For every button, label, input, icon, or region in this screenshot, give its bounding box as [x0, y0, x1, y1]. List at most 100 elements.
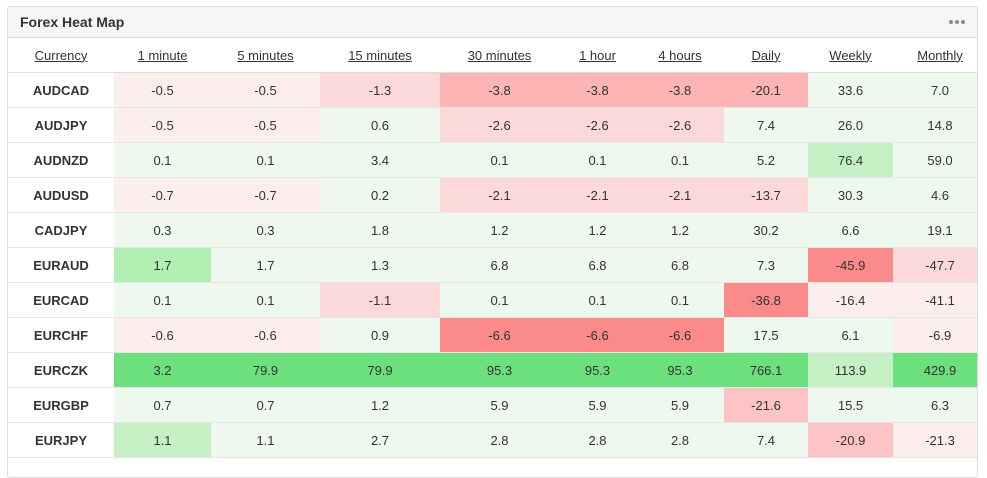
change-value-cell: 7.0: [893, 72, 977, 108]
heat-map-table: Currency 1 minute 5 minutes 15 minutes 3…: [8, 38, 977, 458]
change-value-cell: -0.5: [114, 72, 211, 108]
change-value-cell: 0.1: [211, 142, 320, 178]
column-header-30-minutes[interactable]: 30 minutes: [440, 38, 559, 73]
change-value-cell: -36.8: [724, 282, 808, 318]
table-row[interactable]: EURCAD 0.1 0.1 -1.1 0.1 0.1 0.1 -36.8 -16.4 -41.1: [8, 282, 977, 318]
change-value-cell: 79.9: [320, 352, 440, 388]
change-value-cell: -41.1: [893, 282, 977, 318]
more-dots-icon[interactable]: [947, 16, 967, 28]
change-value-cell: 79.9: [211, 352, 320, 388]
change-value-cell: 1.2: [636, 212, 724, 248]
currency-pair-cell: EURCHF: [8, 317, 114, 353]
column-header-1-minute[interactable]: 1 minute: [114, 38, 211, 73]
change-value-cell: -13.7: [724, 177, 808, 213]
column-header-5-minutes[interactable]: 5 minutes: [211, 38, 320, 73]
change-value-cell: 0.2: [320, 177, 440, 213]
change-value-cell: -3.8: [440, 72, 559, 108]
change-value-cell: 30.3: [808, 177, 893, 213]
change-value-cell: -2.1: [636, 177, 724, 213]
change-value-cell: -6.6: [440, 317, 559, 353]
column-header-currency[interactable]: Currency: [8, 38, 114, 73]
change-value-cell: 5.9: [559, 387, 636, 423]
change-value-cell: 2.8: [559, 422, 636, 458]
change-value-cell: -3.8: [636, 72, 724, 108]
change-value-cell: 1.3: [320, 247, 440, 283]
table-row[interactable]: EURGBP 0.7 0.7 1.2 5.9 5.9 5.9 -21.6 15.5 6.3: [8, 387, 977, 423]
currency-pair-cell: CADJPY: [8, 212, 114, 248]
change-value-cell: 6.8: [636, 247, 724, 283]
change-value-cell: 113.9: [808, 352, 893, 388]
change-value-cell: 766.1: [724, 352, 808, 388]
change-value-cell: 0.1: [636, 282, 724, 318]
heat-map-widget: Forex Heat Map Currency 1 minute 5 minut…: [7, 6, 978, 478]
change-value-cell: 3.4: [320, 142, 440, 178]
change-value-cell: 0.1: [636, 142, 724, 178]
change-value-cell: 1.8: [320, 212, 440, 248]
table-row[interactable]: CADJPY 0.3 0.3 1.8 1.2 1.2 1.2 30.2 6.6 19.1: [8, 212, 977, 248]
column-header-1-hour[interactable]: 1 hour: [559, 38, 636, 73]
change-value-cell: -20.9: [808, 422, 893, 458]
change-value-cell: 4.6: [893, 177, 977, 213]
change-value-cell: 0.6: [320, 107, 440, 143]
widget-title: Forex Heat Map: [20, 14, 125, 30]
change-value-cell: -2.1: [440, 177, 559, 213]
change-value-cell: 0.1: [114, 142, 211, 178]
change-value-cell: 1.2: [440, 212, 559, 248]
change-value-cell: -2.6: [559, 107, 636, 143]
change-value-cell: 76.4: [808, 142, 893, 178]
change-value-cell: 14.8: [893, 107, 977, 143]
change-value-cell: 15.5: [808, 387, 893, 423]
change-value-cell: 5.9: [440, 387, 559, 423]
table-row[interactable]: AUDUSD -0.7 -0.7 0.2 -2.1 -2.1 -2.1 -13.7 30.3 4.…: [8, 177, 977, 213]
change-value-cell: 7.3: [724, 247, 808, 283]
table-row[interactable]: AUDJPY -0.5 -0.5 0.6 -2.6 -2.6 -2.6 7.4 26.0 14.8: [8, 107, 977, 143]
change-value-cell: 6.6: [808, 212, 893, 248]
change-value-cell: 0.1: [559, 142, 636, 178]
currency-pair-cell: AUDCAD: [8, 72, 114, 108]
change-value-cell: 59.0: [893, 142, 977, 178]
change-value-cell: -0.7: [114, 177, 211, 213]
change-value-cell: 0.7: [211, 387, 320, 423]
change-value-cell: -2.6: [636, 107, 724, 143]
currency-pair-cell: EURGBP: [8, 387, 114, 423]
change-value-cell: -21.3: [893, 422, 977, 458]
change-value-cell: 95.3: [636, 352, 724, 388]
table-row[interactable]: EURJPY 1.1 1.1 2.7 2.8 2.8 2.8 7.4 -20.9 -21.3: [8, 422, 977, 458]
change-value-cell: -0.6: [114, 317, 211, 353]
change-value-cell: 1.1: [114, 422, 211, 458]
change-value-cell: -1.1: [320, 282, 440, 318]
change-value-cell: -20.1: [724, 72, 808, 108]
currency-pair-cell: AUDNZD: [8, 142, 114, 178]
column-header-15-minutes[interactable]: 15 minutes: [320, 38, 440, 73]
change-value-cell: 429.9: [893, 352, 977, 388]
table-row[interactable]: AUDNZD 0.1 0.1 3.4 0.1 0.1 0.1 5.2 76.4 59.0: [8, 142, 977, 178]
change-value-cell: -6.6: [636, 317, 724, 353]
change-value-cell: -21.6: [724, 387, 808, 423]
change-value-cell: -2.6: [440, 107, 559, 143]
change-value-cell: 0.3: [211, 212, 320, 248]
table-row[interactable]: EURCZK 3.2 79.9 79.9 95.3 95.3 95.3 766.1 113.9 4…: [8, 352, 977, 388]
change-value-cell: -0.5: [114, 107, 211, 143]
table-row[interactable]: EURCHF -0.6 -0.6 0.9 -6.6 -6.6 -6.6 17.5 6.1 -6.9: [8, 317, 977, 353]
widget-header: Forex Heat Map: [8, 7, 977, 38]
change-value-cell: 17.5: [724, 317, 808, 353]
change-value-cell: -6.6: [559, 317, 636, 353]
change-value-cell: 0.1: [114, 282, 211, 318]
column-header-weekly[interactable]: Weekly: [808, 38, 893, 73]
change-value-cell: 2.8: [440, 422, 559, 458]
change-value-cell: -16.4: [808, 282, 893, 318]
change-value-cell: 0.7: [114, 387, 211, 423]
column-header-daily[interactable]: Daily: [724, 38, 808, 73]
change-value-cell: -0.6: [211, 317, 320, 353]
change-value-cell: 33.6: [808, 72, 893, 108]
column-header-monthly[interactable]: Monthly: [893, 38, 977, 73]
table-row[interactable]: EURAUD 1.7 1.7 1.3 6.8 6.8 6.8 7.3 -45.9 -47.7: [8, 247, 977, 283]
change-value-cell: 0.1: [440, 142, 559, 178]
currency-pair-cell: EURJPY: [8, 422, 114, 458]
change-value-cell: -2.1: [559, 177, 636, 213]
heat-map-body: AUDCAD -0.5 -0.5 -1.3 -3.8 -3.8 -3.8 -20.1 33.6 7…: [8, 72, 977, 458]
header-row: Currency 1 minute 5 minutes 15 minutes 3…: [8, 38, 977, 73]
table-row[interactable]: AUDCAD -0.5 -0.5 -1.3 -3.8 -3.8 -3.8 -20.1 33.6 7…: [8, 72, 977, 108]
column-header-4-hours[interactable]: 4 hours: [636, 38, 724, 73]
currency-pair-cell: AUDJPY: [8, 107, 114, 143]
